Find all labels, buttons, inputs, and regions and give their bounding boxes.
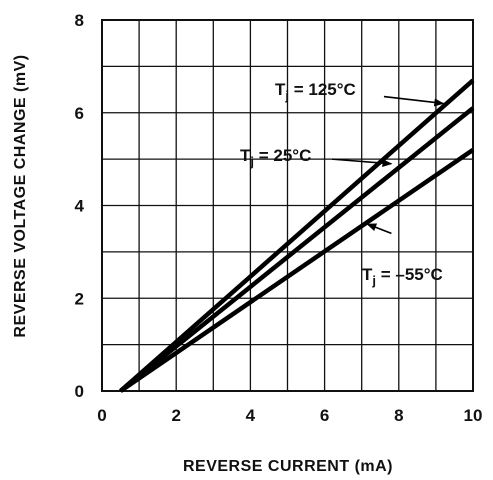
tick-labels: 0 2 4 6 8 10 0 2 4 6 8 <box>75 11 483 425</box>
y-tick-label: 8 <box>75 11 84 30</box>
series-line-2 <box>119 147 475 393</box>
annotation-minus55c: Tj = –55°C <box>362 265 443 288</box>
x-tick-label: 10 <box>464 406 483 425</box>
x-tick-label: 6 <box>320 406 329 425</box>
annotation-125c: Tj = 125°C <box>275 80 356 103</box>
series-lines <box>119 78 475 393</box>
y-tick-label: 4 <box>75 197 85 216</box>
series-line-1 <box>119 106 475 393</box>
x-axis-title: REVERSE CURRENT (mA) <box>183 458 393 475</box>
annotation-arrow-1 <box>331 158 393 168</box>
y-tick-label: 6 <box>75 104 84 123</box>
y-tick-label: 0 <box>75 382 84 401</box>
annotation-25c: Tj = 25°C <box>240 146 311 169</box>
annotation-arrows <box>331 95 445 235</box>
grid <box>101 19 474 392</box>
series-line-0 <box>119 78 475 393</box>
x-tick-label: 4 <box>246 406 256 425</box>
plot-frame <box>101 19 474 392</box>
y-tick-label: 2 <box>75 289 84 308</box>
annotation-arrow-2 <box>366 223 392 235</box>
x-tick-label: 8 <box>394 406 403 425</box>
annotation-arrow-0 <box>383 95 445 107</box>
x-tick-label: 0 <box>97 406 106 425</box>
y-axis-title: REVERSE VOLTAGE CHANGE (mV) <box>12 54 29 337</box>
x-tick-label: 2 <box>171 406 180 425</box>
